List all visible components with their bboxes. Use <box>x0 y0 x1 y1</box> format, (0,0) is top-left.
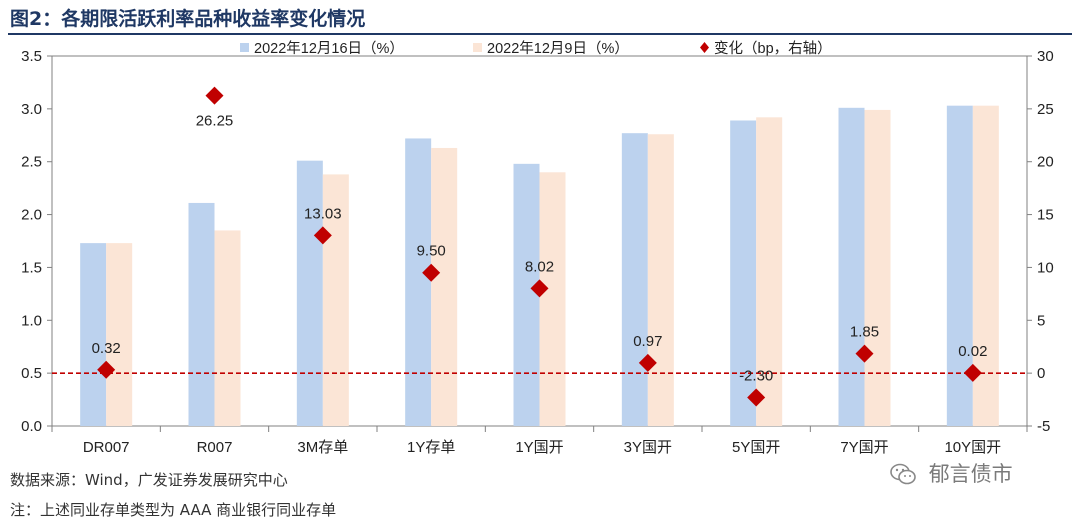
y-left-tick-label: 0.0 <box>21 418 42 435</box>
x-tick-label: 5Y国开 <box>732 439 780 456</box>
footnote: 注：上述同业存单类型为 AAA 商业银行同业存单 <box>10 501 337 519</box>
bar-dec16 <box>188 202 215 426</box>
change-data-label: 1.85 <box>850 324 879 341</box>
legend-swatch <box>700 42 709 53</box>
change-data-label: 13.03 <box>304 205 342 222</box>
change-data-label: 26.25 <box>196 113 234 130</box>
bar-dec9 <box>322 174 349 426</box>
change-data-label: -2.30 <box>739 367 773 384</box>
change-marker <box>963 363 982 382</box>
change-marker <box>422 263 441 282</box>
legend-swatch <box>473 43 482 52</box>
bar-dec9 <box>647 134 674 426</box>
x-tick-label: DR007 <box>83 439 130 456</box>
bar-dec16 <box>513 163 540 426</box>
y-left-tick-label: 3.0 <box>21 101 42 118</box>
figure-title: 图2：各期限活跃利率品种收益率变化情况 <box>10 8 366 30</box>
x-tick-label: 3M存单 <box>297 439 348 456</box>
change-marker <box>747 388 766 407</box>
y-left-tick-label: 1.0 <box>21 312 42 329</box>
y-right-tick-label: 10 <box>1037 259 1054 276</box>
x-tick-label: 1Y存单 <box>407 439 455 456</box>
x-tick-label: R007 <box>197 439 233 456</box>
legend-swatch <box>240 43 249 52</box>
watermark: 郁言债市 <box>890 458 1013 490</box>
bar-dec9 <box>756 117 783 427</box>
change-data-label: 0.32 <box>92 340 121 357</box>
change-data-label: 0.97 <box>633 333 662 350</box>
bar-dec9 <box>864 109 891 427</box>
legend: 2022年12月16日（%） 2022年12月9日（%） 变化（bp，右轴） <box>240 40 832 57</box>
y-right-tick-label: -5 <box>1037 418 1050 435</box>
x-tick-label: 7Y国开 <box>840 439 888 456</box>
y-right-tick-label: 15 <box>1037 207 1054 224</box>
source-note: 数据来源：Wind，广发证券发展研究中心 <box>10 471 288 489</box>
bar-dec9 <box>431 147 458 426</box>
change-marker <box>530 279 549 298</box>
change-marker <box>313 226 332 245</box>
change-marker <box>855 344 874 363</box>
change-data-label: 0.02 <box>958 343 987 360</box>
wechat-icon <box>890 463 916 490</box>
change-data-label: 8.02 <box>525 258 554 275</box>
bar-dec16 <box>296 160 323 426</box>
bar-dec16 <box>621 133 648 426</box>
bar-dec9 <box>214 230 241 426</box>
change-data-label: 9.50 <box>417 243 446 260</box>
bar-dec16 <box>80 243 107 426</box>
change-marker <box>638 353 657 372</box>
bar-dec16 <box>838 107 865 427</box>
change-marker <box>205 86 224 105</box>
y-right-tick-label: 0 <box>1037 365 1045 382</box>
x-tick-label: 1Y国开 <box>515 439 563 456</box>
y-right-tick-label: 25 <box>1037 101 1054 118</box>
chart: 2022年12月16日（%） 2022年12月9日（%） 变化（bp，右轴） 0.0… <box>21 40 1054 456</box>
y-right-tick-label: 20 <box>1037 154 1054 171</box>
y-right-tick-label: 5 <box>1037 312 1045 329</box>
legend-label: 变化（bp，右轴） <box>714 40 832 57</box>
y-left-tick-label: 2.5 <box>21 154 42 171</box>
watermark-text: 郁言债市 <box>928 462 1013 486</box>
legend-label: 2022年12月16日（%） <box>254 40 404 57</box>
bars <box>80 105 999 427</box>
bar-dec16 <box>405 138 432 426</box>
y-left-tick-label: 1.5 <box>21 259 42 276</box>
bar-dec16 <box>730 120 757 426</box>
x-tick-label: 10Y国开 <box>944 439 1001 456</box>
change-markers: 0.32 26.25 13.03 9.50 8.02 0.97 -2.30 1.85 0.02 <box>92 86 987 407</box>
y-right-tick-label: 30 <box>1037 48 1054 65</box>
change-marker <box>97 360 116 379</box>
title-divider <box>8 33 1072 35</box>
legend-label: 2022年12月9日（%） <box>487 40 629 57</box>
y-left-tick-label: 2.0 <box>21 207 42 224</box>
x-tick-label: 3Y国开 <box>624 439 672 456</box>
y-left-tick-label: 0.5 <box>21 365 42 382</box>
bar-dec9 <box>539 172 566 426</box>
axes: 0.0 0.5 1.0 1.5 2.0 2.5 3.0 3.5 -5 0 5 10 15 20 25 30 DR… <box>21 48 1054 456</box>
y-left-tick-label: 3.5 <box>21 48 42 65</box>
bar-dec9 <box>106 243 133 426</box>
